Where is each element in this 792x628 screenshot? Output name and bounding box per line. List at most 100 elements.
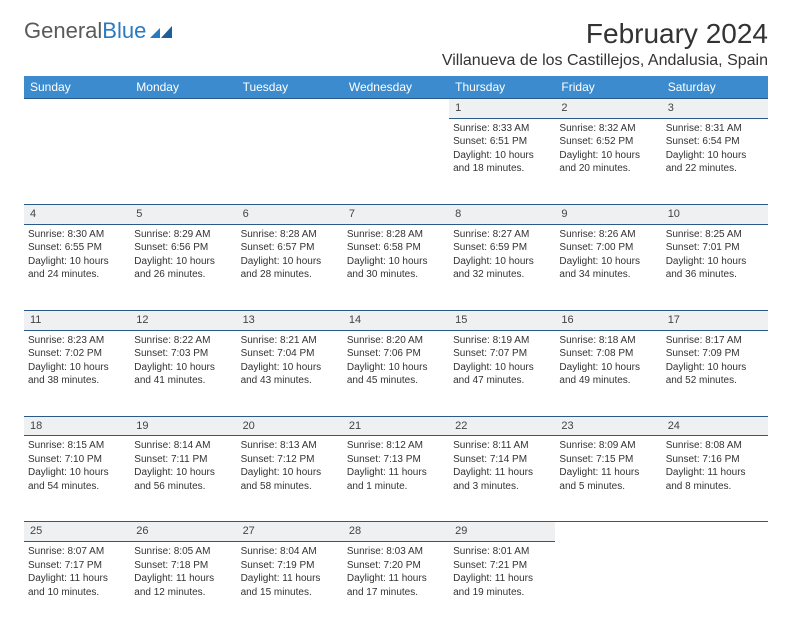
day-number: 29 — [449, 522, 555, 542]
day-number: 26 — [130, 522, 236, 542]
day-number: 8 — [449, 204, 555, 224]
day-sunset: Sunset: 7:21 PM — [453, 559, 551, 573]
calendar-table: Sunday Monday Tuesday Wednesday Thursday… — [24, 76, 768, 628]
day-number — [130, 99, 236, 119]
day-sunrise: Sunrise: 8:05 AM — [134, 545, 232, 559]
day-sunset: Sunset: 7:02 PM — [28, 347, 126, 361]
day-sunset: Sunset: 7:14 PM — [453, 453, 551, 467]
day-day1: Daylight: 11 hours — [453, 572, 551, 586]
day-day1: Daylight: 11 hours — [453, 466, 551, 480]
day-sunset: Sunset: 6:55 PM — [28, 241, 126, 255]
day-day1: Daylight: 11 hours — [347, 572, 445, 586]
day-number: 18 — [24, 416, 130, 436]
day-cell: Sunrise: 8:23 AMSunset: 7:02 PMDaylight:… — [24, 330, 130, 416]
day-cell: Sunrise: 8:01 AMSunset: 7:21 PMDaylight:… — [449, 542, 555, 628]
day-sunrise: Sunrise: 8:31 AM — [666, 122, 764, 136]
day-sunset: Sunset: 6:59 PM — [453, 241, 551, 255]
weekday-header: Sunday — [24, 76, 130, 99]
day-day1: Daylight: 10 hours — [134, 255, 232, 269]
day-cell: Sunrise: 8:31 AMSunset: 6:54 PMDaylight:… — [662, 118, 768, 204]
day-day2: and 17 minutes. — [347, 586, 445, 600]
day-sunset: Sunset: 7:08 PM — [559, 347, 657, 361]
day-sunset: Sunset: 7:03 PM — [134, 347, 232, 361]
day-day1: Daylight: 10 hours — [559, 255, 657, 269]
day-day1: Daylight: 10 hours — [559, 149, 657, 163]
day-day1: Daylight: 10 hours — [28, 466, 126, 480]
day-sunset: Sunset: 6:51 PM — [453, 135, 551, 149]
day-sunset: Sunset: 7:19 PM — [241, 559, 339, 573]
day-sunset: Sunset: 7:12 PM — [241, 453, 339, 467]
day-day2: and 49 minutes. — [559, 374, 657, 388]
day-day1: Daylight: 11 hours — [347, 466, 445, 480]
day-content-row: Sunrise: 8:07 AMSunset: 7:17 PMDaylight:… — [24, 542, 768, 628]
weekday-header: Monday — [130, 76, 236, 99]
day-sunrise: Sunrise: 8:29 AM — [134, 228, 232, 242]
day-day1: Daylight: 10 hours — [347, 361, 445, 375]
day-day2: and 10 minutes. — [28, 586, 126, 600]
day-cell: Sunrise: 8:22 AMSunset: 7:03 PMDaylight:… — [130, 330, 236, 416]
day-day1: Daylight: 10 hours — [28, 361, 126, 375]
day-cell: Sunrise: 8:19 AMSunset: 7:07 PMDaylight:… — [449, 330, 555, 416]
day-day1: Daylight: 10 hours — [453, 149, 551, 163]
day-cell: Sunrise: 8:14 AMSunset: 7:11 PMDaylight:… — [130, 436, 236, 522]
day-number: 3 — [662, 99, 768, 119]
day-sunrise: Sunrise: 8:33 AM — [453, 122, 551, 136]
day-sunrise: Sunrise: 8:18 AM — [559, 334, 657, 348]
day-day1: Daylight: 11 hours — [28, 572, 126, 586]
day-number-row: 45678910 — [24, 204, 768, 224]
day-number-row: 2526272829 — [24, 522, 768, 542]
day-day2: and 36 minutes. — [666, 268, 764, 282]
day-sunrise: Sunrise: 8:25 AM — [666, 228, 764, 242]
day-day1: Daylight: 10 hours — [241, 255, 339, 269]
title-block: February 2024 Villanueva de los Castille… — [442, 18, 768, 70]
day-sunset: Sunset: 7:11 PM — [134, 453, 232, 467]
weekday-header: Saturday — [662, 76, 768, 99]
day-sunset: Sunset: 7:09 PM — [666, 347, 764, 361]
logo-text-1: General — [24, 18, 102, 44]
day-day2: and 41 minutes. — [134, 374, 232, 388]
day-cell: Sunrise: 8:18 AMSunset: 7:08 PMDaylight:… — [555, 330, 661, 416]
day-sunrise: Sunrise: 8:09 AM — [559, 439, 657, 453]
day-day2: and 26 minutes. — [134, 268, 232, 282]
day-sunrise: Sunrise: 8:01 AM — [453, 545, 551, 559]
weekday-header: Wednesday — [343, 76, 449, 99]
day-day2: and 5 minutes. — [559, 480, 657, 494]
day-sunrise: Sunrise: 8:21 AM — [241, 334, 339, 348]
day-sunset: Sunset: 7:17 PM — [28, 559, 126, 573]
day-cell: Sunrise: 8:27 AMSunset: 6:59 PMDaylight:… — [449, 224, 555, 310]
day-number: 4 — [24, 204, 130, 224]
day-number-row: 18192021222324 — [24, 416, 768, 436]
day-number: 27 — [237, 522, 343, 542]
day-content-row: Sunrise: 8:23 AMSunset: 7:02 PMDaylight:… — [24, 330, 768, 416]
day-sunrise: Sunrise: 8:23 AM — [28, 334, 126, 348]
day-sunset: Sunset: 7:15 PM — [559, 453, 657, 467]
day-cell: Sunrise: 8:08 AMSunset: 7:16 PMDaylight:… — [662, 436, 768, 522]
day-cell: Sunrise: 8:33 AMSunset: 6:51 PMDaylight:… — [449, 118, 555, 204]
day-day2: and 1 minute. — [347, 480, 445, 494]
day-number: 10 — [662, 204, 768, 224]
day-cell — [24, 118, 130, 204]
day-content-row: Sunrise: 8:30 AMSunset: 6:55 PMDaylight:… — [24, 224, 768, 310]
day-cell: Sunrise: 8:21 AMSunset: 7:04 PMDaylight:… — [237, 330, 343, 416]
day-sunset: Sunset: 7:06 PM — [347, 347, 445, 361]
day-day1: Daylight: 10 hours — [666, 255, 764, 269]
day-day2: and 24 minutes. — [28, 268, 126, 282]
day-day2: and 52 minutes. — [666, 374, 764, 388]
day-sunset: Sunset: 7:18 PM — [134, 559, 232, 573]
day-day1: Daylight: 11 hours — [134, 572, 232, 586]
day-sunset: Sunset: 7:01 PM — [666, 241, 764, 255]
day-day2: and 34 minutes. — [559, 268, 657, 282]
day-day2: and 58 minutes. — [241, 480, 339, 494]
day-content-row: Sunrise: 8:15 AMSunset: 7:10 PMDaylight:… — [24, 436, 768, 522]
day-number: 14 — [343, 310, 449, 330]
day-sunrise: Sunrise: 8:17 AM — [666, 334, 764, 348]
weekday-header-row: Sunday Monday Tuesday Wednesday Thursday… — [24, 76, 768, 99]
day-number: 1 — [449, 99, 555, 119]
day-cell — [662, 542, 768, 628]
day-cell: Sunrise: 8:30 AMSunset: 6:55 PMDaylight:… — [24, 224, 130, 310]
day-day1: Daylight: 10 hours — [347, 255, 445, 269]
day-cell: Sunrise: 8:26 AMSunset: 7:00 PMDaylight:… — [555, 224, 661, 310]
day-day1: Daylight: 10 hours — [241, 361, 339, 375]
logo-text-2: Blue — [102, 18, 146, 44]
day-cell: Sunrise: 8:32 AMSunset: 6:52 PMDaylight:… — [555, 118, 661, 204]
